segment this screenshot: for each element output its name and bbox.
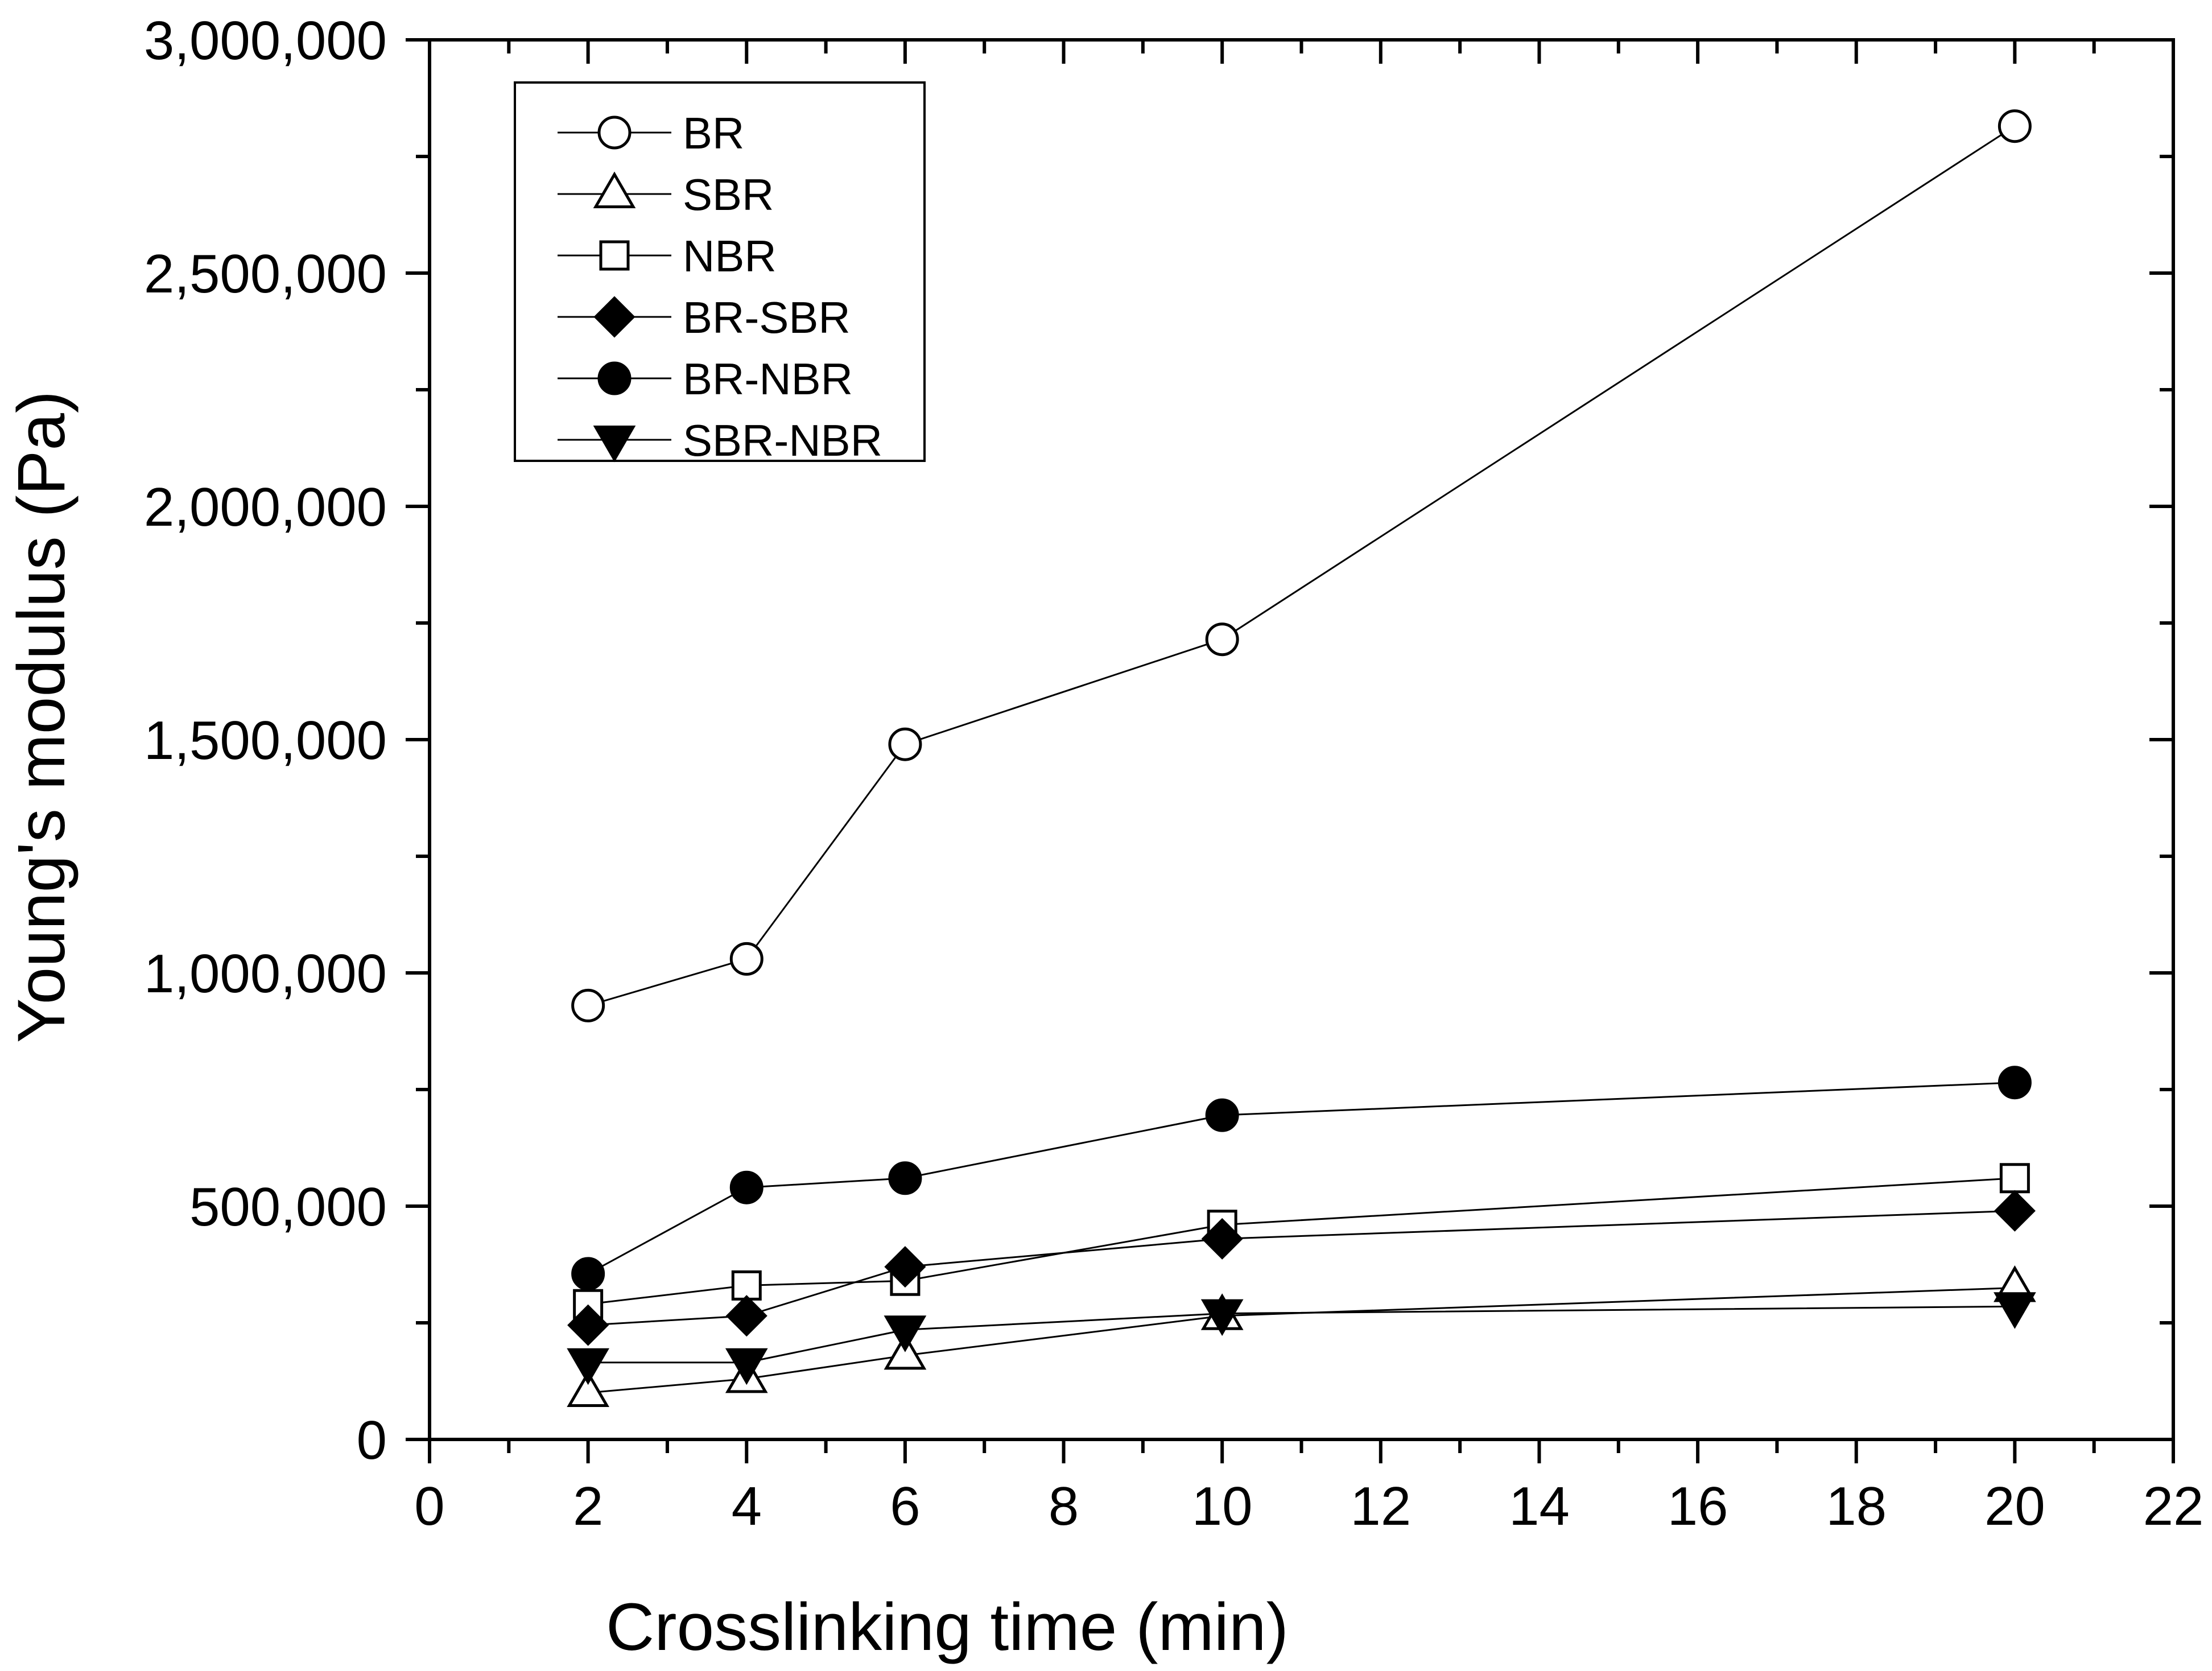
legend-item-sbr: SBR [558, 170, 774, 220]
legend-marker-br-nbr [597, 361, 632, 395]
x-tick-label: 10 [1192, 1476, 1253, 1537]
legend-marker-sbr-nbr [593, 426, 636, 463]
data-point-br-nbr [729, 1170, 764, 1204]
x-tick-label: 0 [414, 1476, 444, 1537]
y-axis-title: Young's modulus (Pa) [4, 391, 79, 1043]
legend-label-sbr: SBR [683, 170, 774, 220]
legend-label-sbr-nbr: SBR-NBR [683, 415, 882, 465]
legend-label-br-nbr: BR-NBR [683, 354, 853, 404]
legend-box [514, 81, 926, 462]
legend-label-nbr: NBR [683, 231, 777, 281]
y-tick-label: 500,000 [189, 1177, 387, 1237]
data-point-sbr [567, 1370, 609, 1407]
series-br-nbr [571, 1066, 2032, 1291]
x-tick-label: 22 [2143, 1476, 2204, 1537]
y-tick-label: 3,000,000 [144, 10, 387, 71]
legend-item-br: BR [558, 108, 744, 158]
legend-label-br: BR [683, 108, 744, 158]
data-point-sbr-nbr [725, 1348, 768, 1385]
y-tick-label: 0 [357, 1410, 387, 1471]
y-tick-label: 1,000,000 [144, 943, 387, 1004]
legend-item-nbr: NBR [558, 231, 777, 281]
data-point-br-nbr [888, 1161, 922, 1195]
data-point-br-nbr [1998, 1066, 2032, 1100]
x-tick-label: 18 [1826, 1476, 1887, 1537]
series-br [571, 109, 2032, 1022]
data-point-br-nbr [571, 1257, 605, 1291]
y-tick-label: 2,500,000 [144, 244, 387, 304]
legend-marker-br-sbr [593, 296, 635, 338]
x-axis-title: Crosslinking time (min) [606, 1590, 1289, 1665]
data-point-sbr-nbr [567, 1348, 609, 1385]
data-point-sbr-nbr [1200, 1299, 1244, 1336]
data-point-nbr [573, 1289, 604, 1319]
data-point-br-sbr [884, 1246, 926, 1288]
series-layer [567, 109, 2036, 1407]
data-point-br-nbr [1205, 1098, 1239, 1132]
x-tick-label: 8 [1049, 1476, 1079, 1537]
series-line-sbr-nbr [588, 1305, 2015, 1364]
data-point-br [1205, 622, 1239, 657]
series-sbr-nbr [567, 1292, 2036, 1385]
data-point-br [888, 727, 922, 761]
data-point-nbr [1999, 1163, 2030, 1194]
legend-item-br-nbr: BR-NBR [558, 354, 853, 404]
x-tick-label: 20 [1984, 1476, 2045, 1537]
legend-marker-nbr [599, 240, 630, 271]
data-point-nbr [731, 1270, 762, 1301]
y-axis: 0 500,000 1,000,000 1,500,000 2,000,000 2,500… [144, 10, 2173, 1471]
series-line-br-nbr [587, 1082, 2015, 1275]
x-tick-label: 4 [732, 1476, 762, 1537]
x-axis: 0 2 4 6 8 10 12 14 16 18 20 22 [414, 40, 2203, 1537]
x-tick-label: 6 [890, 1476, 920, 1537]
legend-marker-sbr [593, 171, 636, 208]
series-sbr [567, 1265, 2036, 1407]
data-point-br [571, 988, 605, 1022]
legend-item-sbr-nbr: SBR-NBR [558, 415, 882, 465]
data-point-br-sbr [1201, 1218, 1243, 1260]
data-point-br [1998, 109, 2032, 143]
data-point-sbr-nbr [1994, 1292, 2036, 1329]
legend-label-br-sbr: BR-SBR [683, 292, 851, 343]
legend: BR SBR NBR BR-SBR BR-NBR SBR-NBR [514, 81, 926, 465]
x-tick-label: 16 [1668, 1476, 1728, 1537]
data-point-br-sbr [567, 1304, 609, 1346]
series-br-sbr [567, 1190, 2036, 1346]
data-point-sbr-nbr [884, 1315, 927, 1352]
legend-item-br-sbr: BR-SBR [558, 292, 851, 343]
x-tick-label: 2 [573, 1476, 603, 1537]
y-tick-label: 2,000,000 [144, 477, 387, 538]
x-tick-label: 12 [1350, 1476, 1411, 1537]
series-line-sbr [588, 1287, 2015, 1394]
data-point-br-sbr [725, 1295, 767, 1337]
series-line-nbr [588, 1177, 2015, 1305]
x-tick-label: 14 [1509, 1476, 1570, 1537]
legend-marker-br [597, 115, 632, 150]
data-point-br-sbr [1994, 1190, 2036, 1232]
y-tick-label: 1,500,000 [144, 710, 387, 771]
data-point-br [729, 942, 764, 976]
